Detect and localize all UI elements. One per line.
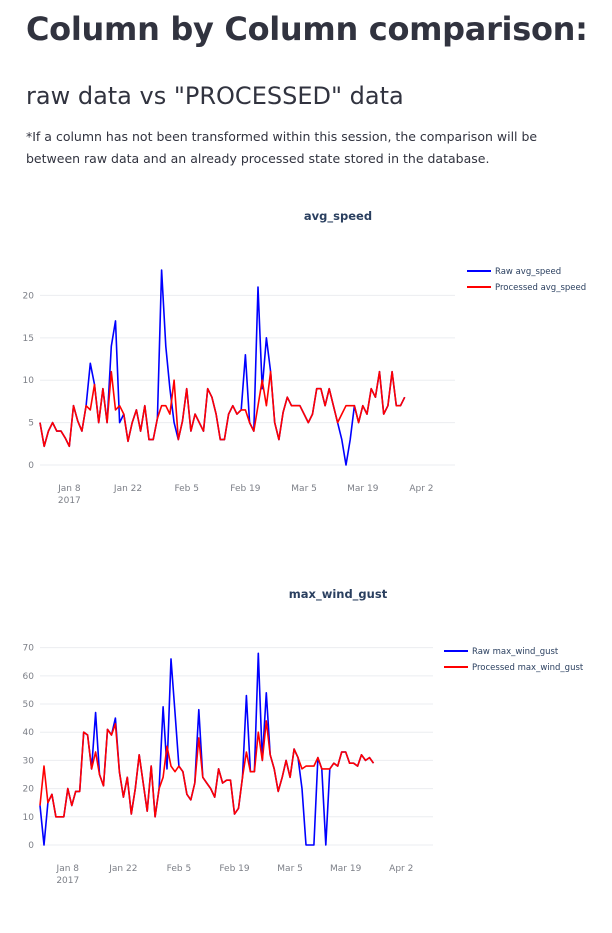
x-tick-year: 2017	[56, 876, 79, 886]
x-tick-label: Apr 2	[409, 484, 433, 494]
chart-title: max_wind_gust	[289, 587, 388, 602]
x-tick-label: Feb 5	[167, 864, 192, 874]
legend-entry: Processed max_wind_gust	[472, 663, 584, 673]
x-tick-label: Mar 5	[291, 484, 317, 494]
y-tick-label: 5	[28, 419, 34, 429]
raw-series-line	[39, 269, 406, 466]
y-tick-label: 50	[23, 700, 35, 710]
x-tick-label: Feb 5	[174, 484, 199, 494]
x-tick-label: Feb 19	[230, 484, 261, 494]
legend-entry: Raw max_wind_gust	[472, 647, 559, 657]
x-tick-label: Mar 19	[347, 484, 379, 494]
y-tick-label: 60	[23, 672, 35, 682]
x-tick-label: Feb 19	[219, 864, 250, 874]
max-wind-gust-chart[interactable]: max_wind_gust 0 10 20 30 40 50 60 70 Jan 8 Jan 22 F…	[0, 570, 612, 910]
y-tick-label: 0	[28, 461, 34, 471]
y-tick-label: 0	[28, 841, 34, 851]
y-tick-label: 30	[23, 756, 35, 766]
y-tick-label: 15	[23, 334, 34, 344]
comparison-note: *If a column has not been transformed wi…	[26, 129, 538, 166]
x-tick-label: Jan 22	[108, 864, 137, 874]
y-tick-label: 70	[23, 644, 35, 654]
processed-series-line	[39, 370, 406, 448]
x-tick-label: Mar 5	[277, 864, 303, 874]
page-subtitle: raw data vs "PROCESSED" data	[26, 82, 404, 110]
y-tick-label: 20	[23, 291, 35, 301]
x-tick-label: Jan 22	[113, 484, 142, 494]
y-tick-label: 20	[23, 785, 35, 795]
processed-series-line	[39, 720, 375, 818]
avg-speed-chart[interactable]: avg_speed 0 5 10 15 20 Jan 8 Jan 22 Feb 5 Feb 19 M…	[0, 190, 612, 530]
x-tick-label: Jan 8	[56, 864, 80, 874]
x-tick-label: Jan 8	[57, 484, 81, 494]
page-title: Column by Column comparison:	[26, 10, 588, 48]
legend-entry: Raw avg_speed	[495, 267, 561, 277]
legend-entry: Processed avg_speed	[495, 283, 586, 293]
x-tick-label: Apr 2	[389, 864, 413, 874]
y-tick-label: 10	[23, 376, 35, 386]
chart-title: avg_speed	[304, 209, 372, 224]
y-tick-label: 40	[23, 728, 35, 738]
x-tick-label: Mar 19	[330, 864, 362, 874]
x-tick-year: 2017	[58, 496, 81, 506]
y-tick-label: 10	[23, 813, 35, 823]
